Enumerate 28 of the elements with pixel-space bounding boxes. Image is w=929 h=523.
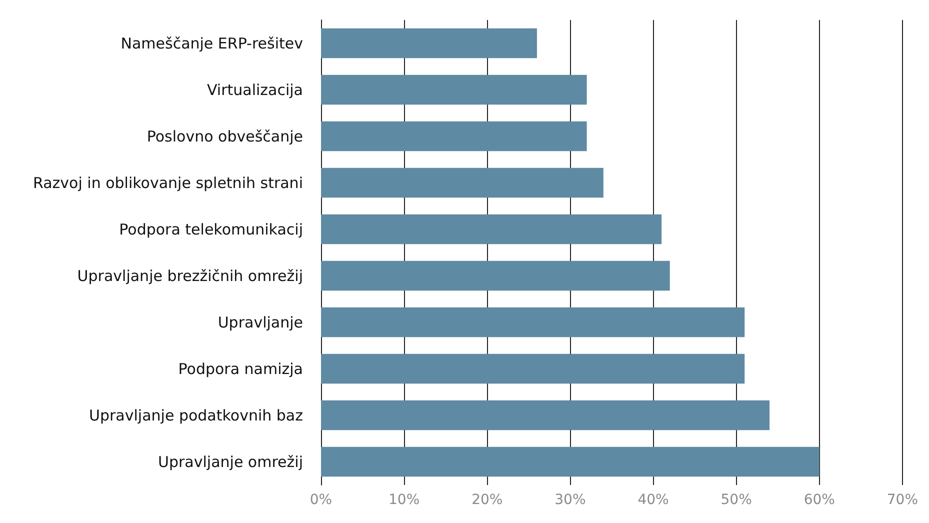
bar — [321, 74, 587, 105]
x-tick-label: 20% — [472, 492, 503, 508]
x-tick-label: 50% — [720, 492, 752, 508]
bar — [321, 446, 820, 477]
x-tick-label: 70% — [886, 492, 918, 508]
x-tick-label: 60% — [804, 492, 835, 508]
x-tick-label: 40% — [638, 492, 669, 508]
bar — [321, 260, 670, 291]
bar — [321, 354, 745, 384]
y-tick-label: Poslovno obveščanje — [146, 127, 303, 146]
bar — [321, 400, 770, 430]
x-tick-label: 0% — [310, 492, 332, 508]
bar — [321, 168, 604, 198]
y-tick-label: Podpora telekomunikacij — [119, 220, 303, 238]
bar — [321, 121, 587, 152]
bar — [321, 214, 662, 244]
y-tick-label: Virtualizacija — [206, 80, 303, 99]
y-tick-label: Razvoj in oblikovanje spletnih strani — [33, 174, 303, 192]
x-tick-label: 30% — [554, 492, 586, 508]
bar — [321, 307, 745, 338]
x-tick-label: 10% — [388, 492, 420, 508]
y-tick-label: Upravljanje — [218, 313, 303, 332]
bar — [321, 28, 537, 58]
y-tick-label: Upravljanje omrežij — [158, 452, 303, 471]
y-tick-label: Nameščanje ERP-rešitev — [120, 34, 304, 52]
y-tick-label: Upravljanje brezžičnih omrežij — [77, 266, 303, 285]
y-tick-label: Podpora namizja — [178, 360, 303, 378]
y-tick-label: Upravljanje podatkovnih baz — [89, 406, 304, 424]
